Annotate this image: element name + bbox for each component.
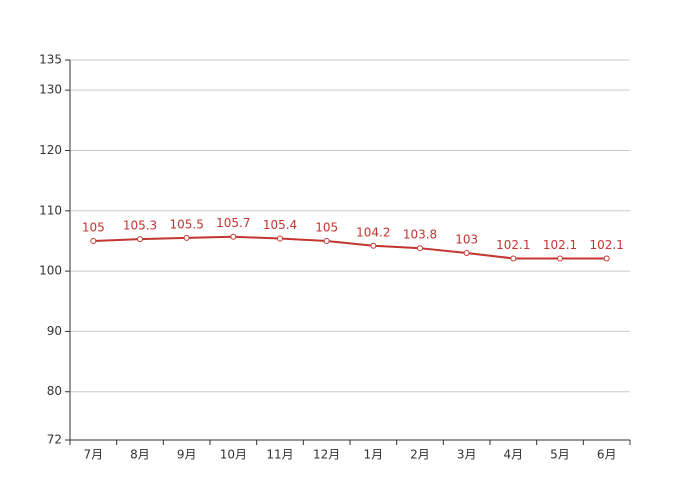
data-label: 103 xyxy=(455,233,478,247)
series-line xyxy=(93,235,607,260)
data-label: 102.1 xyxy=(589,238,623,252)
data-label: 105 xyxy=(82,220,105,234)
y-tick-label: 72 xyxy=(47,433,62,447)
y-tick-label: 90 xyxy=(47,324,62,338)
y-tick-label: 135 xyxy=(39,53,62,67)
data-label: 102.1 xyxy=(496,238,530,252)
point xyxy=(370,242,377,249)
data-label: 105.5 xyxy=(169,217,203,231)
x-tick-label: 9月 xyxy=(177,448,197,462)
x-tick-label: 4月 xyxy=(504,448,524,462)
data-label: 105.4 xyxy=(263,218,297,232)
x-tick-label: 1月 xyxy=(364,448,384,462)
data-label: 104.2 xyxy=(356,225,390,239)
y-tick-label: 80 xyxy=(47,384,62,398)
x-tick-label: 3月 xyxy=(457,448,477,462)
x-tick-label: 5月 xyxy=(550,448,570,462)
data-label: 105 xyxy=(315,220,338,234)
data-label: 102.1 xyxy=(543,238,577,252)
y-tick-label: 100 xyxy=(39,264,62,278)
x-tick-label: 12月 xyxy=(313,448,340,462)
data-label: 105.3 xyxy=(123,219,157,233)
point xyxy=(557,255,563,262)
point xyxy=(463,250,470,257)
x-tick-label: 6月 xyxy=(597,448,617,462)
point xyxy=(603,255,610,262)
y-tick-label: 110 xyxy=(39,203,62,217)
point xyxy=(90,237,97,244)
y-tick-label: 130 xyxy=(39,83,62,97)
y-tick-label: 120 xyxy=(39,143,62,157)
point xyxy=(230,233,237,240)
point xyxy=(417,245,423,252)
x-tick-label: 2月 xyxy=(410,448,430,462)
point xyxy=(183,234,190,241)
x-tick-label: 10月 xyxy=(220,448,247,462)
point xyxy=(510,255,517,262)
data-label: 105.7 xyxy=(216,216,250,230)
x-tick-label: 7月 xyxy=(84,448,104,462)
data-label: 103.8 xyxy=(403,228,437,242)
point xyxy=(323,237,330,244)
point xyxy=(277,235,283,242)
point xyxy=(137,236,143,243)
x-tick-label: 8月 xyxy=(130,448,150,462)
x-tick-label: 11月 xyxy=(266,448,293,462)
